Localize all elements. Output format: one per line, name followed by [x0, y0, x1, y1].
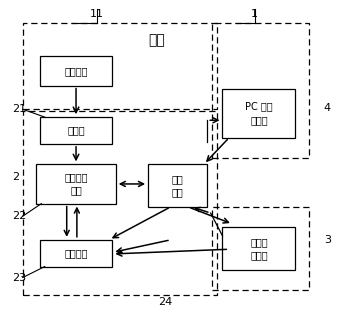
Bar: [23, 23, 217, 109]
Text: 模具: 模具: [148, 33, 165, 47]
Bar: [40, 56, 113, 86]
Text: 通讯
模块: 通讯 模块: [172, 174, 184, 197]
Text: 23: 23: [13, 273, 27, 283]
Bar: [212, 23, 309, 158]
Bar: [36, 164, 116, 204]
Bar: [222, 227, 295, 270]
Text: 发送器: 发送器: [67, 125, 85, 136]
Text: 注塑机
机械手: 注塑机 机械手: [250, 237, 268, 260]
Bar: [212, 207, 309, 290]
Text: 4: 4: [324, 103, 331, 113]
Text: 24: 24: [158, 297, 172, 307]
Text: 测量元件: 测量元件: [64, 66, 88, 76]
Bar: [40, 240, 113, 266]
Bar: [23, 111, 217, 295]
Text: 2: 2: [13, 172, 20, 182]
Text: PC 或人
机界面: PC 或人 机界面: [245, 101, 273, 125]
Text: 21: 21: [13, 104, 27, 114]
Bar: [148, 164, 207, 207]
Bar: [222, 89, 295, 137]
Text: 1: 1: [251, 9, 258, 19]
Text: 中央处理
模块: 中央处理 模块: [64, 172, 88, 196]
Text: 11: 11: [90, 9, 104, 19]
Bar: [40, 117, 113, 144]
Text: 22: 22: [13, 211, 27, 221]
Text: 存储模块: 存储模块: [64, 248, 88, 258]
Text: 3: 3: [324, 235, 331, 245]
